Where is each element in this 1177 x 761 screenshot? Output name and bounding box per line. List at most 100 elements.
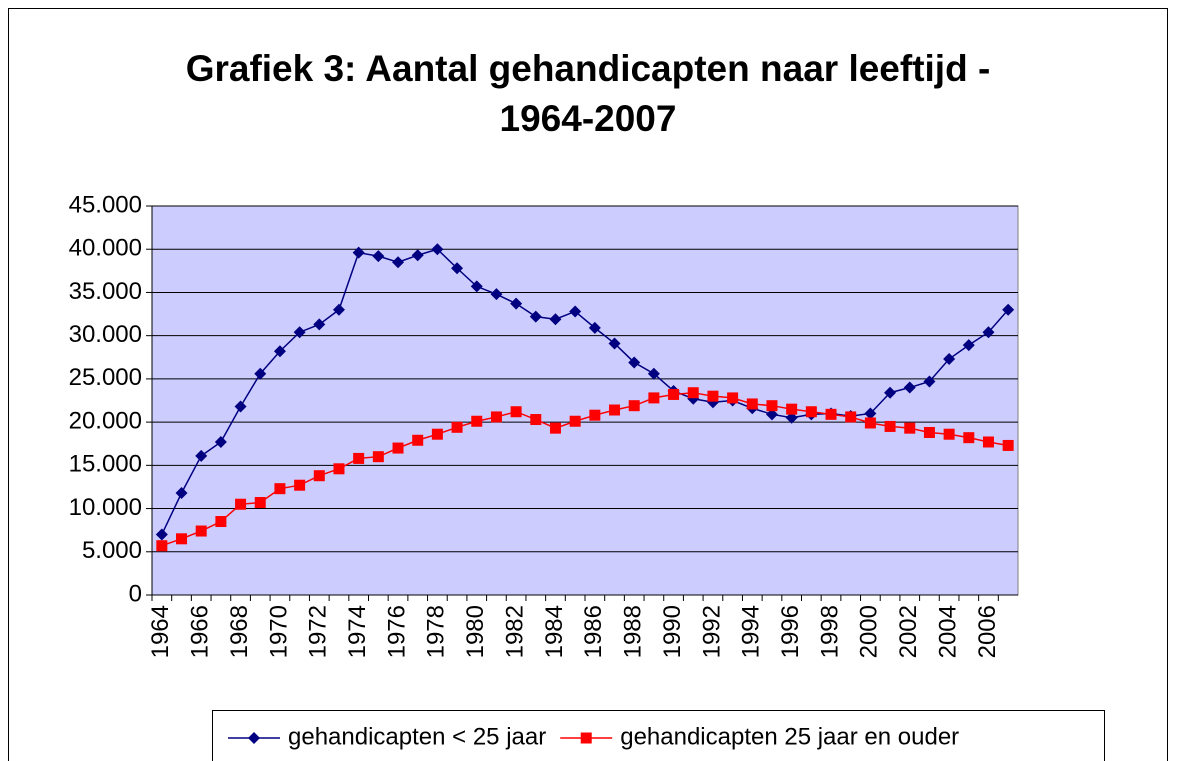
point [451,262,464,275]
x-tick-label: 1988 [620,605,647,658]
legend-label: gehandicapten 25 jaar en ouder [620,723,959,750]
x-tick-label: 1978 [423,605,450,658]
x-tick-label: 2006 [974,605,1001,658]
point [530,414,542,426]
x-tick-label: 1982 [501,605,528,658]
y-tick-label: 20.000 [69,407,142,434]
point [608,337,621,350]
point [923,426,935,438]
x-tick-label: 1992 [698,605,725,658]
point [588,321,601,334]
point [569,305,582,318]
point [825,408,837,420]
point [471,415,483,427]
point [766,400,778,412]
legend-marker [248,732,260,744]
point [589,409,601,421]
point [293,326,306,339]
point [943,428,955,440]
point [529,310,542,323]
x-tick-label: 1980 [462,605,489,658]
point [805,406,817,418]
point [352,246,365,259]
point [313,318,326,331]
legend-box [212,710,1105,761]
y-tick-label: 15.000 [69,451,142,478]
point [864,407,877,420]
point [786,403,798,415]
y-tick-label: 10.000 [69,494,142,521]
x-tick-label: 1996 [777,605,804,658]
point [648,392,660,404]
point [470,280,483,293]
x-tick-label: 1990 [659,605,686,658]
point [668,388,680,400]
point [235,498,247,510]
y-tick-label: 30.000 [69,321,142,348]
point [273,345,286,358]
point [962,339,975,352]
point [353,452,365,464]
point [313,470,325,482]
point [392,256,405,269]
point [923,375,936,388]
point [943,353,956,366]
point [274,483,286,495]
point [294,479,306,491]
point [785,411,798,424]
point [234,400,247,413]
x-tick-label: 2004 [934,605,961,658]
point [214,435,227,448]
point [628,356,641,369]
point [176,533,188,545]
x-tick-label: 2002 [895,605,922,658]
point [884,420,896,432]
point [392,442,404,454]
x-tick-label: 1970 [265,605,292,658]
point [628,400,640,412]
point [746,398,758,410]
x-tick-label: 1994 [738,605,765,658]
point [490,411,502,423]
point [982,436,994,448]
chart-title: Grafiek 3: Aantal gehandicapten naar lee… [185,48,991,139]
point [549,313,562,326]
point [569,415,581,427]
y-tick-label: 40.000 [69,235,142,262]
point [510,406,522,418]
x-tick-label: 1986 [580,605,607,658]
point [490,288,503,301]
point [215,516,227,528]
point [451,421,463,433]
point [412,434,424,446]
point [647,367,660,380]
point [687,387,699,399]
point [1002,439,1014,451]
point [982,326,995,339]
y-tick-label: 25.000 [69,364,142,391]
point [431,428,443,440]
x-tick-label: 1976 [383,605,410,658]
point [156,540,168,552]
point [864,417,876,429]
point [845,411,857,423]
x-tick-label: 1972 [305,605,332,658]
point [963,432,975,444]
y-tick-label: 35.000 [69,278,142,305]
point [372,451,384,463]
point [1002,303,1015,316]
point [707,390,719,402]
point [765,408,778,421]
x-tick-label: 2000 [856,605,883,658]
point [333,463,345,475]
point [904,422,916,434]
x-tick-label: 1966 [187,605,214,658]
x-tick-label: 1984 [541,605,568,658]
x-tick-label: 1968 [226,605,253,658]
point [254,367,267,380]
legend-marker [580,732,592,744]
y-tick-label: 45.000 [69,191,142,218]
point [332,303,345,316]
